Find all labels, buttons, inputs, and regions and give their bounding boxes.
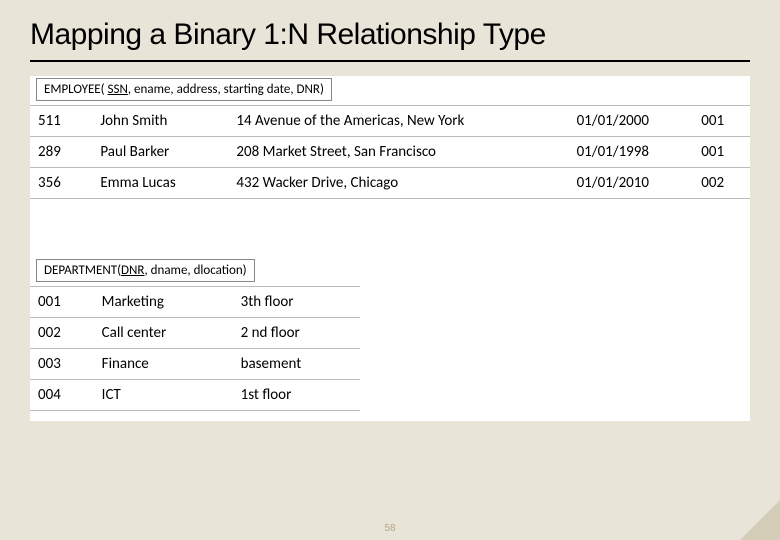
content-area: EMPLOYEE( SSN, ename, address, starting … [30,76,750,421]
department-schema-prefix: DEPARTMENT( [44,263,121,278]
cell-ssn: 289 [30,137,92,168]
spacer [30,199,750,259]
cell-address: 432 Wacker Drive, Chicago [228,168,568,199]
cell-dloc: 2 nd floor [233,318,360,349]
cell-dnr: 001 [693,106,750,137]
table-row: 004 ICT 1st floor [30,380,360,411]
cell-dnr: 002 [30,318,94,349]
cell-dnr: 002 [693,168,750,199]
employee-schema-fk: DNR [297,82,320,97]
department-table: 001 Marketing 3th floor 002 Call center … [30,286,360,411]
cell-dloc: basement [233,349,360,380]
department-schema-suffix: , dname, dlocation) [144,263,246,278]
employee-schema-suffix: ) [320,82,324,97]
cell-dnr: 004 [30,380,94,411]
employee-table: 511 John Smith 14 Avenue of the Americas… [30,105,750,199]
table-row: 001 Marketing 3th floor [30,287,360,318]
cell-dnr: 001 [30,287,94,318]
department-schema: DEPARTMENT(DNR, dname, dlocation) [36,259,255,282]
cell-ssn: 356 [30,168,92,199]
employee-schema-mid: , ename, address, starting date, [128,82,297,97]
corner-accent-icon [740,500,780,540]
slide-title: Mapping a Binary 1:N Relationship Type [30,18,750,62]
cell-sdate: 01/01/2000 [569,106,694,137]
cell-ename: Emma Lucas [92,168,228,199]
cell-dnr: 001 [693,137,750,168]
cell-dname: Call center [94,318,233,349]
cell-dloc: 3th floor [233,287,360,318]
cell-address: 14 Avenue of the Americas, New York [228,106,568,137]
table-row: 002 Call center 2 nd floor [30,318,360,349]
employee-schema-prefix: EMPLOYEE( [44,82,108,97]
employee-schema: EMPLOYEE( SSN, ename, address, starting … [36,78,332,101]
cell-dname: ICT [94,380,233,411]
cell-address: 208 Market Street, San Francisco [228,137,568,168]
table-row: 003 Finance basement [30,349,360,380]
table-row: 289 Paul Barker 208 Market Street, San F… [30,137,750,168]
cell-dloc: 1st floor [233,380,360,411]
table-row: 356 Emma Lucas 432 Wacker Drive, Chicago… [30,168,750,199]
cell-ename: John Smith [92,106,228,137]
cell-ssn: 511 [30,106,92,137]
cell-dname: Marketing [94,287,233,318]
table-row: 511 John Smith 14 Avenue of the Americas… [30,106,750,137]
cell-dname: Finance [94,349,233,380]
cell-sdate: 01/01/2010 [569,168,694,199]
department-schema-pk: DNR [121,263,144,278]
cell-dnr: 003 [30,349,94,380]
cell-ename: Paul Barker [92,137,228,168]
cell-sdate: 01/01/1998 [569,137,694,168]
page-number: 58 [384,523,395,534]
employee-schema-pk: SSN [108,82,128,97]
